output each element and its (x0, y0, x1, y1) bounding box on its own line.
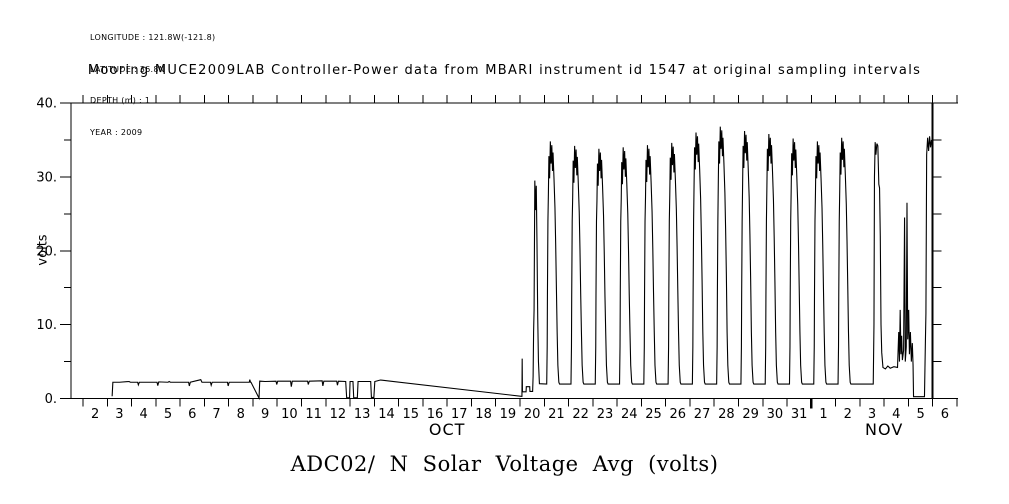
x-tick-label: 20 (524, 407, 541, 422)
x-tick-label: 7 (212, 407, 220, 422)
metadata-longitude: LONGITUDE : 121.8W(-121.8) (90, 33, 216, 42)
y-tick-label: 10. (36, 318, 57, 333)
x-tick-label: 12 (330, 407, 347, 422)
plot-title: Mooring MUCE2009LAB Controller-Power dat… (87, 63, 922, 78)
metadata-year: YEAR : 2009 (90, 127, 143, 137)
x-tick-label: 25 (645, 407, 662, 422)
x-tick-label: 28 (718, 407, 735, 422)
x-tick-label: 31 (791, 407, 808, 422)
x-tick-label: 2 (91, 407, 99, 422)
x-tick-label: 29 (742, 407, 759, 422)
x-tick-label: 4 (140, 407, 148, 422)
x-tick-label: 13 (354, 407, 371, 422)
month-label-nov: NOV (865, 420, 904, 439)
y-axis-title: volts (35, 234, 51, 266)
x-tick-label: 2 (844, 407, 852, 422)
x-tick-label: 17 (451, 407, 468, 422)
x-tick-label: 21 (548, 407, 565, 422)
x-tick-label: 19 (500, 407, 517, 422)
y-tick-label: 0. (45, 392, 57, 407)
x-tick-label: 1 (819, 407, 827, 422)
voltage-series-line (111, 126, 934, 401)
x-tick-label: 26 (670, 407, 687, 422)
metadata-depth: DEPTH (m) : 1 (90, 96, 151, 105)
x-tick-label: 5 (916, 407, 924, 422)
x-tick-label: 9 (261, 407, 269, 422)
x-tick-label: 22 (572, 407, 589, 422)
x-tick-label: 27 (694, 407, 711, 422)
x-tick-label: 23 (597, 407, 614, 422)
x-tick-label: 24 (621, 407, 638, 422)
y-tick-label: 30. (36, 170, 57, 185)
y-tick-label: 20. (36, 244, 57, 259)
x-tick-label: 11 (305, 407, 322, 422)
x-tick-label: 6 (188, 407, 196, 422)
y-tick-label: 40. (36, 97, 57, 112)
month-label-oct: OCT (428, 420, 466, 439)
x-tick-label: 16 (427, 407, 444, 422)
x-tick-label: 30 (767, 407, 784, 422)
x-tick-label: 18 (475, 407, 492, 422)
station-metadata: LONGITUDE : 121.8W(-121.8) LATITUDE : 36… (90, 12, 215, 159)
x-tick-label: 3 (115, 407, 123, 422)
x-tick-label: 15 (402, 407, 419, 422)
x-tick-label: 10 (281, 407, 298, 422)
metadata-latitude: LATITUDE : 36.8N (90, 64, 166, 74)
x-tick-label: 8 (237, 407, 245, 422)
x-tick-label: 14 (378, 407, 395, 422)
chart-caption: ADC02/ N Solar Voltage Avg (volts) (290, 452, 719, 476)
x-tick-label: 6 (941, 407, 949, 422)
x-tick-label: 3 (868, 407, 876, 422)
x-tick-label: 4 (892, 407, 900, 422)
x-tick-label: 5 (164, 407, 172, 422)
